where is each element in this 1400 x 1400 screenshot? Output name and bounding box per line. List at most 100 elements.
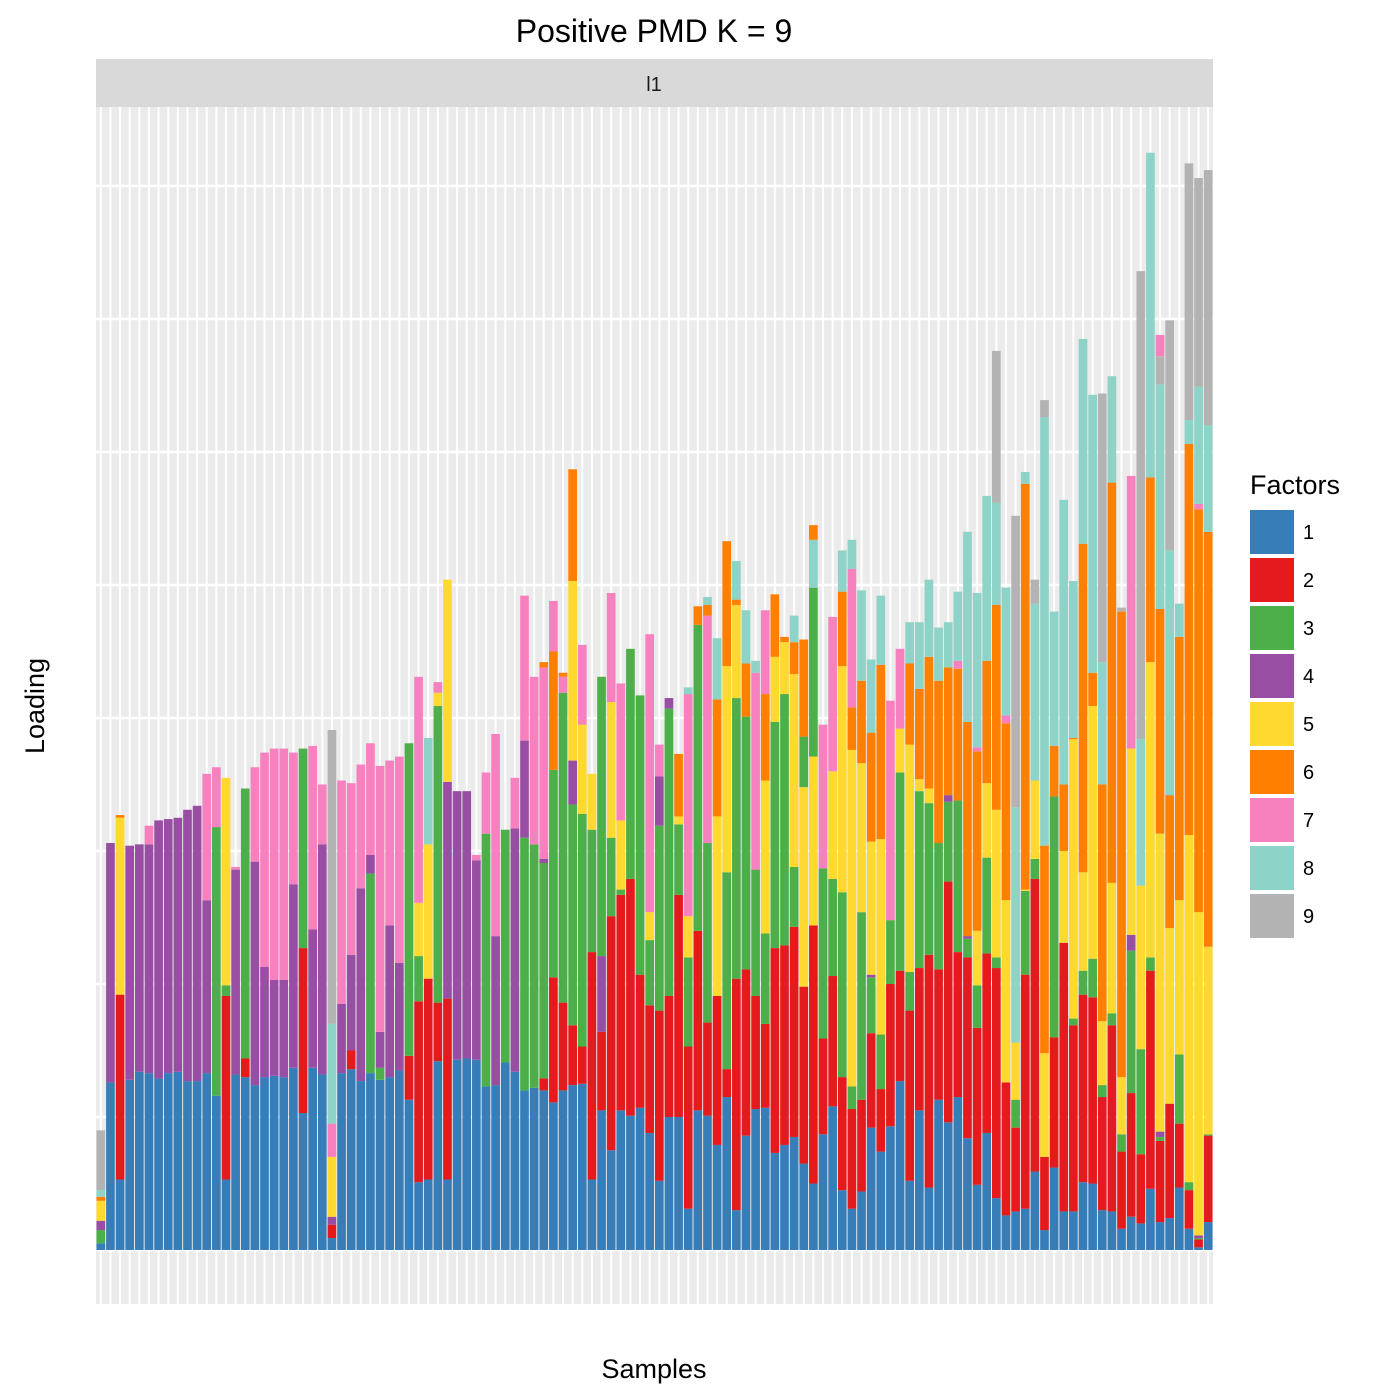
bar-segment-factor-1	[626, 1115, 635, 1250]
bar-segment-factor-1	[837, 1190, 847, 1250]
sample-bar-93	[982, 495, 992, 1250]
bar-segment-factor-3	[943, 801, 953, 882]
sample-bar-79	[847, 539, 857, 1250]
bar-segment-factor-2	[616, 894, 626, 1111]
sample-bar-97	[1020, 471, 1030, 1250]
sample-bar-80	[857, 590, 866, 1250]
bar-segment-factor-7	[375, 765, 385, 1032]
bar-segment-factor-4	[664, 698, 674, 709]
chart-title: Positive PMD K = 9	[516, 13, 793, 49]
bar-segment-factor-8	[943, 622, 953, 668]
bar-segment-factor-2	[1126, 1093, 1136, 1217]
bar-segment-factor-4	[1194, 1235, 1203, 1239]
bar-segment-factor-5	[828, 771, 837, 879]
bar-segment-factor-2	[780, 945, 789, 1145]
bar-segment-factor-3	[866, 977, 876, 1034]
bar-segment-factor-6	[1194, 509, 1203, 913]
bar-segment-factor-1	[433, 1061, 443, 1250]
bar-segment-factor-3	[924, 803, 934, 955]
bar-segment-factor-4	[125, 845, 135, 1080]
bar-segment-factor-7	[414, 676, 423, 903]
bar-segment-factor-6	[1001, 723, 1011, 901]
bar-segment-factor-3	[1011, 1099, 1020, 1128]
bar-segment-factor-2	[703, 1022, 712, 1116]
bar-segment-factor-2	[654, 1010, 664, 1181]
bar-segment-factor-5	[895, 728, 905, 773]
sample-bar-85	[905, 622, 915, 1250]
sample-bar-102	[1069, 581, 1078, 1250]
bar-segment-factor-1	[443, 1179, 452, 1250]
bar-segment-factor-2	[221, 995, 231, 1180]
bar-segment-factor-9	[96, 1130, 106, 1191]
bar-segment-factor-7	[549, 600, 558, 652]
bar-segment-factor-7	[645, 634, 655, 913]
legend-label-1: 1	[1303, 522, 1314, 544]
bar-segment-factor-2	[1069, 1025, 1078, 1212]
bar-segment-factor-1	[106, 1082, 115, 1250]
bar-segment-factor-9	[1194, 178, 1203, 387]
bar-segment-factor-1	[520, 1090, 529, 1250]
bar-segment-factor-2	[115, 994, 125, 1180]
bar-segment-factor-4	[317, 844, 327, 1075]
bar-segment-factor-1	[1040, 1230, 1049, 1250]
bar-segment-factor-3	[558, 692, 568, 1003]
bar-segment-factor-5	[760, 780, 770, 934]
bar-segment-factor-1	[539, 1090, 549, 1250]
bar-segment-factor-2	[953, 952, 963, 1098]
sample-bar-54	[606, 592, 616, 1250]
sample-bar-11	[192, 805, 202, 1250]
bar-segment-factor-2	[683, 1046, 693, 1209]
bar-segment-factor-3	[654, 825, 664, 1011]
bar-segment-factor-8	[703, 596, 712, 605]
bar-segment-factor-1	[568, 1085, 577, 1250]
bar-segment-factor-1	[982, 1132, 992, 1250]
bar-segment-factor-5	[414, 902, 423, 957]
sample-bar-27	[346, 783, 356, 1250]
sample-bar-86	[914, 622, 924, 1250]
bar-segment-factor-1	[1146, 1188, 1155, 1250]
sample-bar-108	[1126, 475, 1136, 1250]
bar-segment-factor-3	[298, 748, 308, 949]
bar-segment-factor-5	[857, 763, 866, 913]
sample-bar-42	[491, 733, 500, 1250]
bar-segment-factor-6	[558, 672, 568, 677]
bar-segment-factor-5	[1155, 833, 1165, 1132]
bar-segment-factor-2	[934, 969, 943, 1100]
bar-segment-factor-1	[250, 1085, 260, 1250]
bar-segment-factor-1	[866, 1127, 876, 1250]
bar-segment-factor-2	[847, 1109, 857, 1209]
bar-segment-factor-3	[568, 804, 577, 1026]
bar-segment-factor-5	[1059, 851, 1069, 943]
sample-bar-12	[202, 773, 212, 1250]
bar-segment-factor-9	[1011, 515, 1020, 808]
bar-segment-factor-1	[183, 1081, 192, 1250]
bar-segment-factor-7	[472, 854, 481, 861]
bar-segment-factor-3	[240, 788, 250, 1059]
bar-segment-factor-3	[732, 698, 741, 979]
bar-segment-factor-8	[1078, 338, 1088, 544]
bar-segment-factor-7	[520, 595, 529, 741]
bar-segment-factor-3	[96, 1230, 106, 1244]
bar-segment-factor-8	[1020, 471, 1030, 484]
bar-segment-factor-5	[1088, 706, 1097, 959]
bar-segment-factor-3	[1194, 1238, 1203, 1240]
bar-segment-factor-1	[664, 1117, 674, 1250]
bar-segment-factor-2	[1059, 942, 1069, 1212]
bar-segment-factor-1	[356, 1081, 366, 1250]
bar-segment-factor-3	[414, 956, 423, 1002]
bar-segment-factor-5	[972, 930, 982, 986]
bar-segment-factor-6	[674, 753, 683, 817]
bar-segment-factor-6	[876, 664, 886, 840]
sample-bar-64	[703, 596, 712, 1250]
sample-bar-112	[1165, 320, 1174, 1250]
bar-segment-factor-5	[577, 724, 587, 814]
bar-segment-factor-2	[1020, 974, 1030, 1209]
bar-segment-factor-2	[1194, 1239, 1203, 1248]
bar-segment-factor-1	[327, 1238, 337, 1250]
legend-swatch-8	[1250, 846, 1294, 890]
bar-segment-factor-3	[1030, 858, 1040, 879]
bar-segment-factor-6	[963, 721, 972, 937]
sample-bar-16	[240, 788, 250, 1250]
bar-segment-factor-2	[443, 998, 452, 1180]
bar-segment-factor-2	[857, 1099, 866, 1192]
